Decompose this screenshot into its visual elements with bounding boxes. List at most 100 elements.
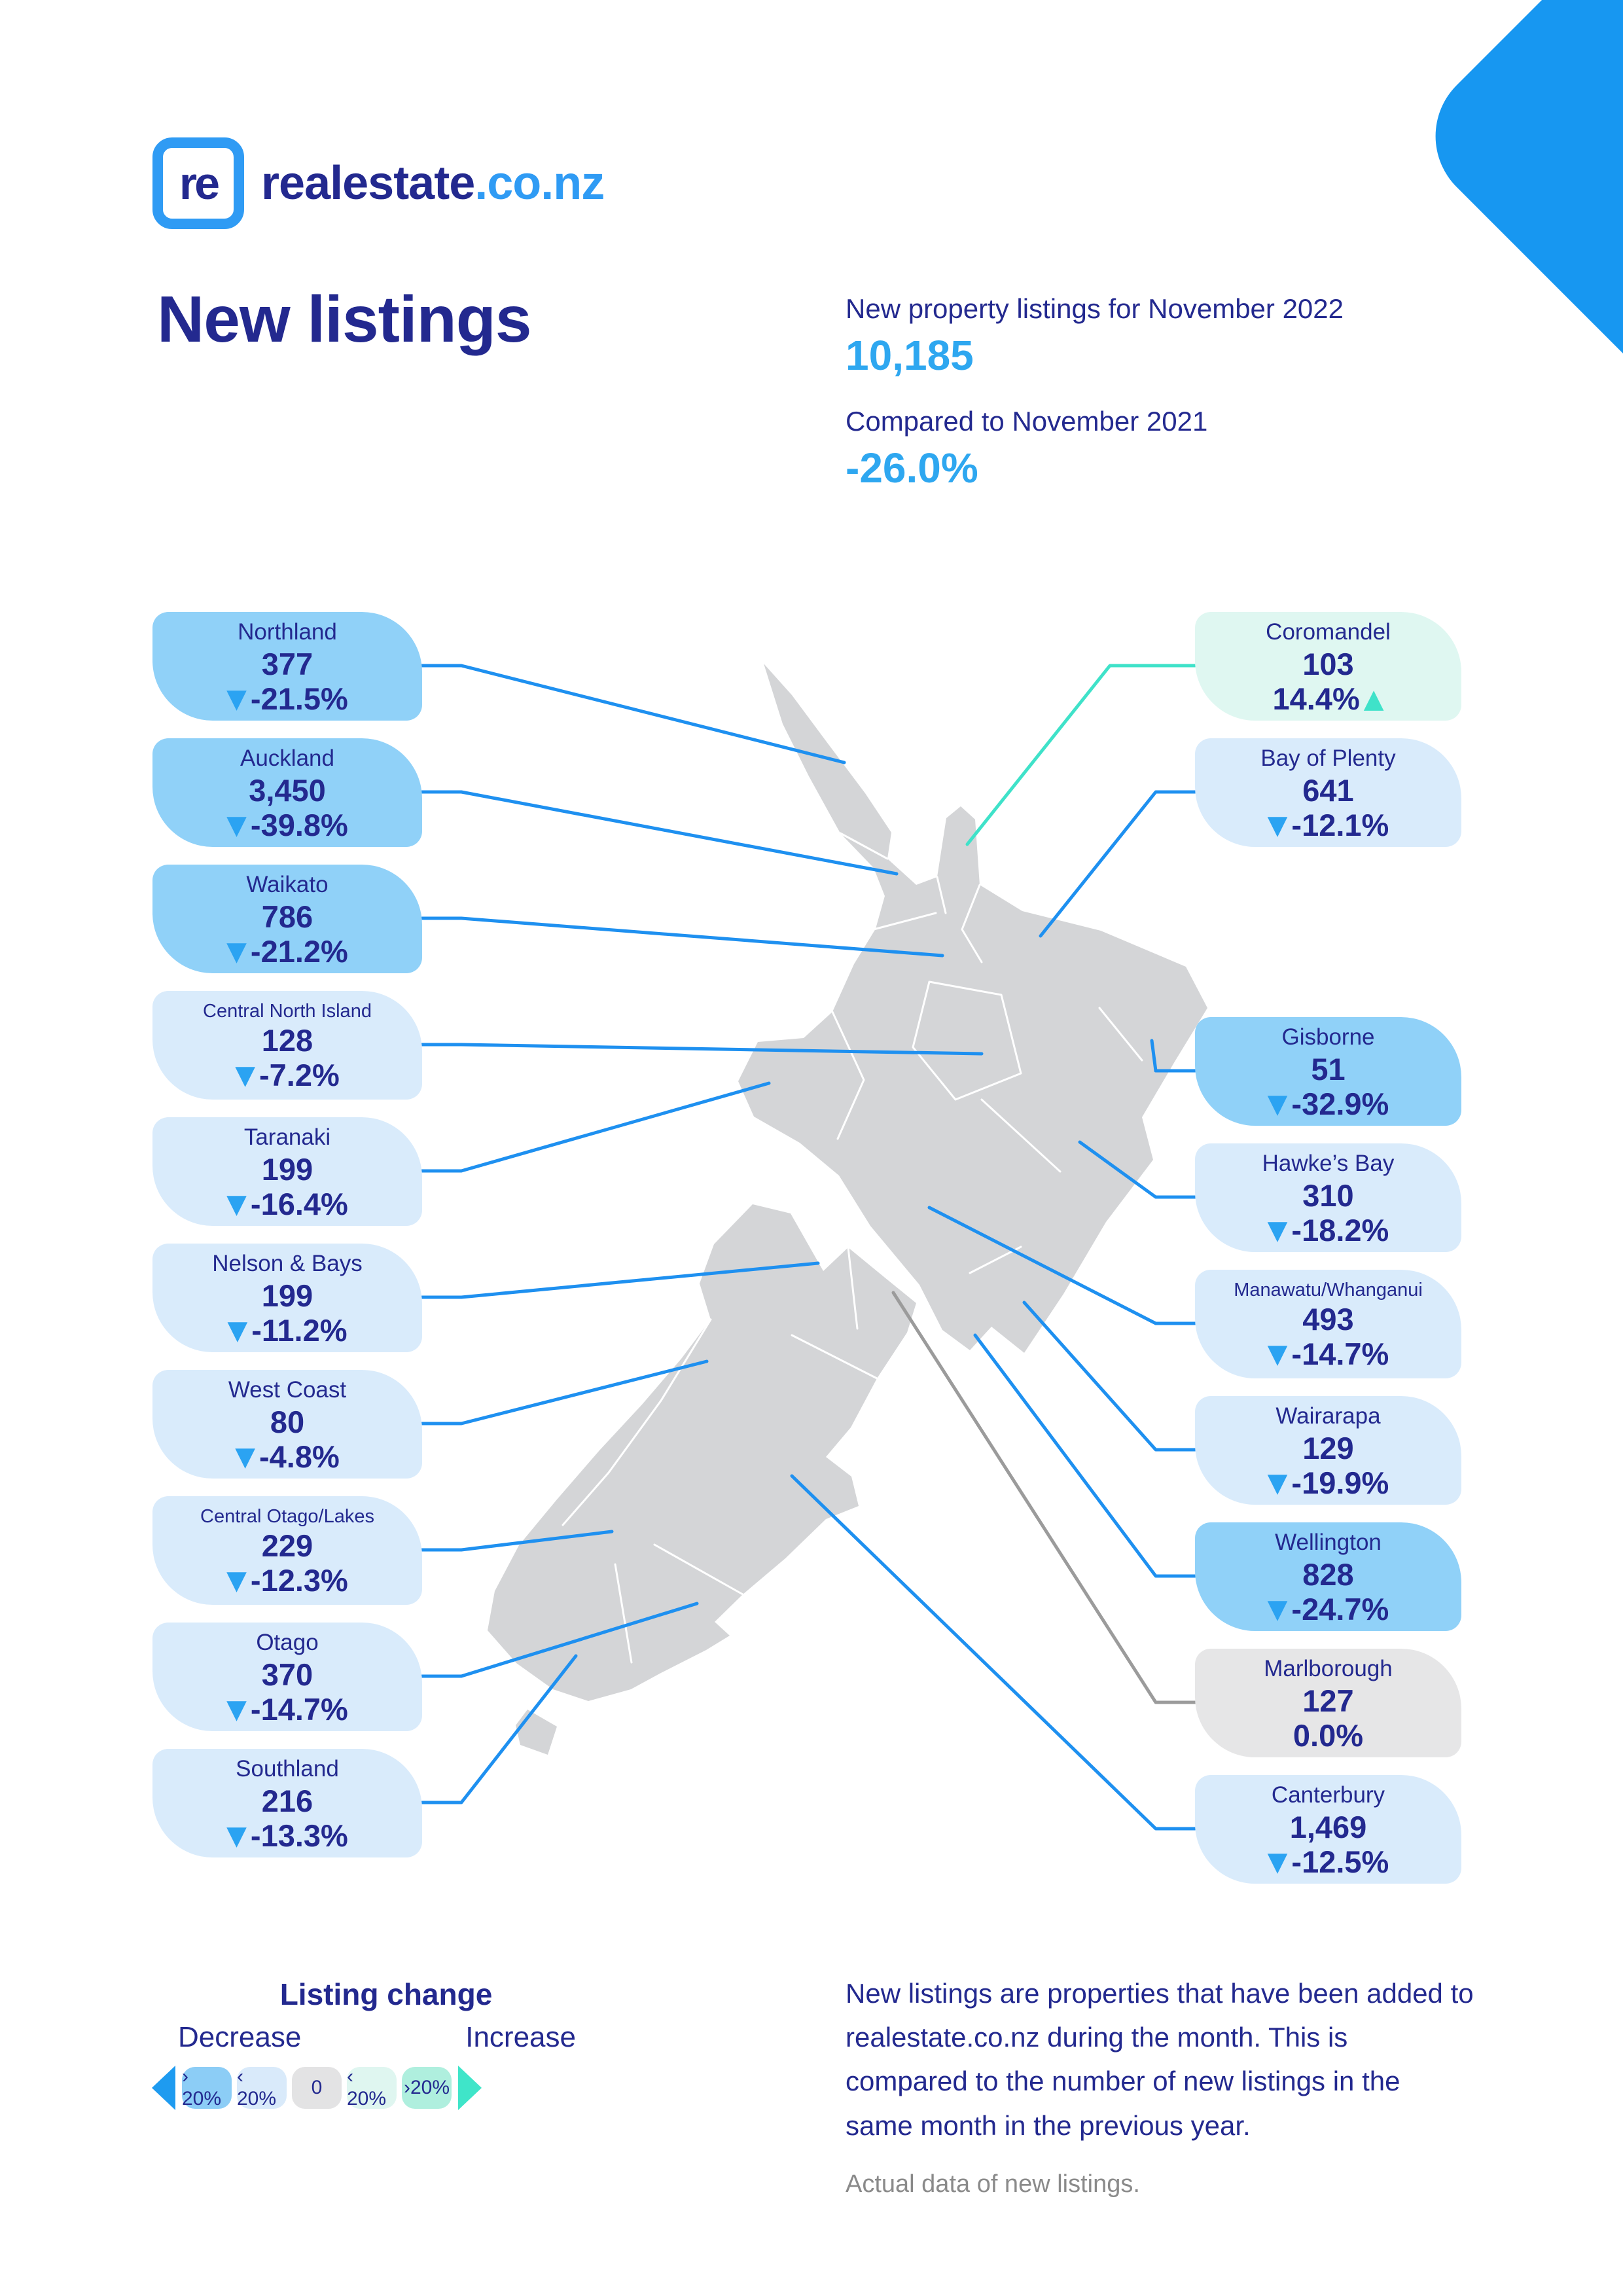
listings-total: 10,185 xyxy=(846,332,974,379)
region-name: Northland xyxy=(238,619,337,645)
region-change-row: ▼ -21.2% xyxy=(226,935,348,969)
region-card-marlborough: Marlborough 127 0.0% xyxy=(1195,1649,1461,1757)
region-change: -12.5% xyxy=(1291,1844,1389,1880)
legend-pill-increase-under-20: ‹ 20% xyxy=(347,2066,397,2109)
region-change-row: ▼ -18.2% xyxy=(1268,1213,1389,1247)
footnote-text: New listings are properties that have be… xyxy=(846,1978,1474,2141)
region-card-waikato: Waikato 786 ▼ -21.2% xyxy=(152,865,422,973)
region-change: -32.9% xyxy=(1291,1086,1389,1122)
region-change: -39.8% xyxy=(250,808,348,843)
region-change-row: ▼ -12.5% xyxy=(1268,1845,1389,1879)
north-island-shape xyxy=(738,664,1207,1353)
region-change: -7.2% xyxy=(259,1058,340,1093)
logo-suffix: .co.nz xyxy=(474,157,605,209)
connector-west-coast xyxy=(420,1359,709,1426)
region-change: 0.0% xyxy=(1293,1718,1364,1753)
connector-lines xyxy=(420,664,1197,1831)
connector-bay-of-plenty xyxy=(1039,790,1197,938)
region-name: Hawke’s Bay xyxy=(1262,1151,1395,1177)
decrease-triangle-icon: ▼ xyxy=(1267,1846,1288,1877)
region-value: 216 xyxy=(261,1784,313,1818)
region-card-nelson-bays: Nelson & Bays 199 ▼ -11.2% xyxy=(152,1244,422,1352)
decrease-triangle-icon: ▼ xyxy=(235,1060,255,1091)
region-card-central-north-island: Central North Island 128 ▼ -7.2% xyxy=(152,991,422,1100)
region-card-hawke-s-bay: Hawke’s Bay 310 ▼ -18.2% xyxy=(1195,1143,1461,1252)
region-name: Central Otago/Lakes xyxy=(200,1506,374,1527)
logo-mark-letters: re xyxy=(179,158,220,209)
decrease-triangle-icon: ▼ xyxy=(226,1566,247,1596)
region-value: 310 xyxy=(1302,1178,1354,1213)
legend-pill-decrease-over-20: › 20% xyxy=(182,2066,232,2109)
decrease-triangle-icon: ▼ xyxy=(226,683,247,714)
region-change: -19.9% xyxy=(1291,1465,1389,1501)
connector-central-north-island xyxy=(420,1043,984,1056)
region-value: 828 xyxy=(1302,1557,1354,1592)
decrease-triangle-icon: ▼ xyxy=(226,1694,247,1725)
region-change: -16.4% xyxy=(250,1187,348,1222)
connector-central-otago-lakes xyxy=(420,1530,614,1552)
region-change: -21.2% xyxy=(250,934,348,969)
stewart-island-shape xyxy=(516,1710,557,1755)
decrease-triangle-icon: ▼ xyxy=(1267,1467,1288,1498)
region-card-wairarapa: Wairarapa 129 ▼ -19.9% xyxy=(1195,1396,1461,1505)
decrease-arrow-icon xyxy=(152,2066,175,2110)
connector-marlborough xyxy=(891,1291,1197,1704)
region-value: 199 xyxy=(261,1278,313,1313)
region-change-row: ▼ -16.4% xyxy=(226,1187,348,1221)
region-value: 370 xyxy=(261,1657,313,1692)
legend-pill-zero: 0 xyxy=(292,2067,342,2109)
region-name: Coromandel xyxy=(1266,619,1391,645)
region-value: 103 xyxy=(1302,647,1354,681)
region-name: Gisborne xyxy=(1281,1024,1375,1050)
decrease-triangle-icon: ▼ xyxy=(227,1315,248,1346)
connector-otago xyxy=(420,1602,699,1678)
region-change-row: ▼ -13.3% xyxy=(226,1819,348,1853)
realestate-logo-icon: re xyxy=(152,137,244,229)
realestate-logo: re realestate.co.nz xyxy=(152,137,605,229)
region-change-row: ▼ -24.7% xyxy=(1268,1592,1389,1626)
region-change: -4.8% xyxy=(259,1439,340,1475)
region-card-west-coast: West Coast 80 ▼ -4.8% xyxy=(152,1370,422,1479)
region-change-row: ▼ -21.5% xyxy=(226,682,348,716)
connector-wairarapa xyxy=(1022,1300,1197,1452)
region-name: Wellington xyxy=(1275,1530,1382,1556)
comparison-change: -26.0% xyxy=(846,444,978,492)
south-island-shape xyxy=(488,1204,916,1701)
region-card-wellington: Wellington 828 ▼ -24.7% xyxy=(1195,1522,1461,1631)
decrease-triangle-icon: ▼ xyxy=(1267,810,1288,840)
region-change: -13.3% xyxy=(250,1818,348,1854)
header-stats: New property listings for November 2022 … xyxy=(846,293,1500,492)
footnote: New listings are properties that have be… xyxy=(846,1971,1474,2204)
region-card-gisborne: Gisborne 51 ▼ -32.9% xyxy=(1195,1017,1461,1126)
region-name: Marlborough xyxy=(1264,1656,1393,1682)
page-title: New listings xyxy=(157,283,531,356)
region-card-southland: Southland 216 ▼ -13.3% xyxy=(152,1749,422,1857)
region-card-coromandel: Coromandel 103 14.4% ▲ xyxy=(1195,612,1461,721)
region-change-row: ▼ -14.7% xyxy=(1268,1337,1389,1371)
logo-brand: realestate xyxy=(261,157,475,209)
region-name: West Coast xyxy=(228,1377,347,1403)
region-value: 641 xyxy=(1302,773,1354,808)
connector-waikato xyxy=(420,916,944,958)
region-name: Nelson & Bays xyxy=(212,1251,363,1277)
region-change-row: 0.0% xyxy=(1293,1719,1363,1753)
legend-scale: › 20% ‹ 20% 0 ‹ 20% ›20% xyxy=(152,2066,482,2110)
region-change: 14.4% xyxy=(1272,681,1360,717)
decrease-triangle-icon: ▼ xyxy=(1267,1088,1288,1119)
region-change: -11.2% xyxy=(251,1313,348,1348)
decrease-triangle-icon: ▼ xyxy=(226,1189,247,1219)
legend-pill-increase-over-20: ›20% xyxy=(402,2067,452,2109)
connector-hawke-s-bay xyxy=(1078,1140,1197,1199)
region-card-bay-of-plenty: Bay of Plenty 641 ▼ -12.1% xyxy=(1195,738,1461,847)
region-change-row: ▼ -12.1% xyxy=(1268,808,1389,842)
region-change-row: 14.4% ▲ xyxy=(1272,682,1383,716)
region-value: 377 xyxy=(261,647,313,681)
region-name: Wairarapa xyxy=(1275,1403,1381,1429)
decrease-triangle-icon: ▼ xyxy=(226,936,247,967)
region-value: 80 xyxy=(270,1405,305,1439)
region-value: 1,469 xyxy=(1289,1810,1367,1844)
connector-wellington xyxy=(973,1333,1197,1578)
region-name: Central North Island xyxy=(203,1001,372,1022)
